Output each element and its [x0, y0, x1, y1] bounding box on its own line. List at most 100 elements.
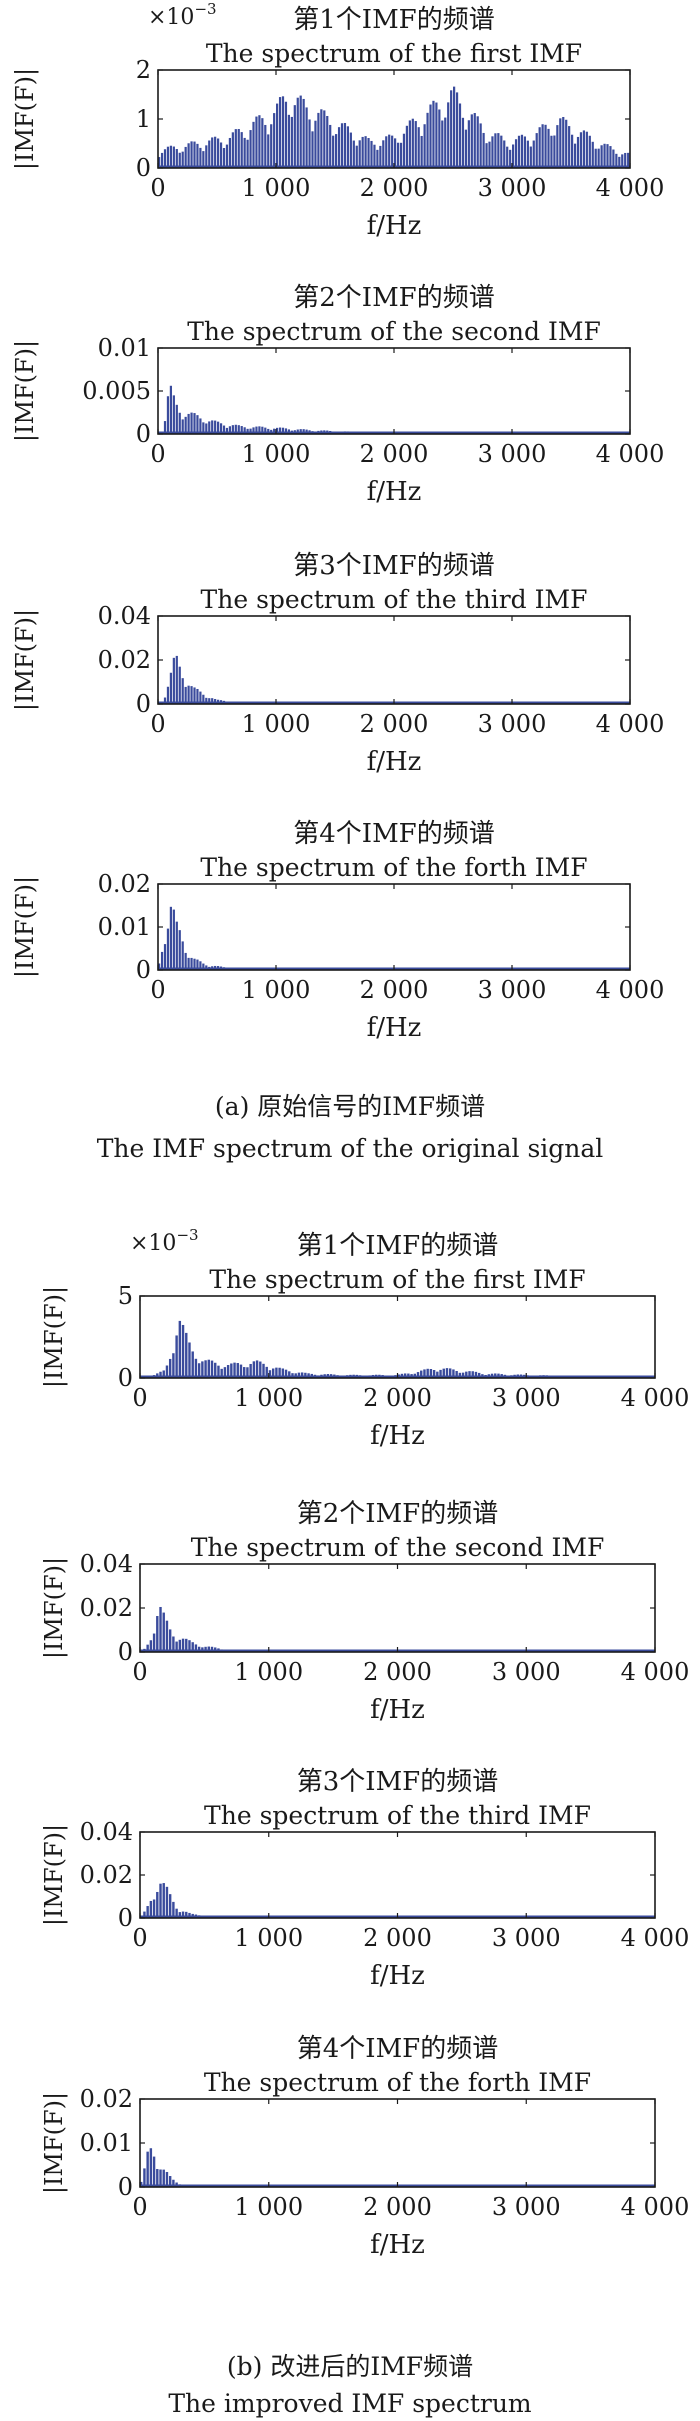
- spectrum-bar: [234, 424, 237, 434]
- spectrum-bar: [458, 103, 462, 168]
- spectrum-bar: [304, 1372, 307, 1378]
- spectrum-bar: [184, 146, 187, 168]
- spectrum-bar: [204, 1646, 207, 1652]
- spectrum-bar: [352, 140, 355, 168]
- spectrum-bar: [196, 688, 199, 704]
- spectrum-bar: [228, 426, 232, 434]
- y-tick-label: 0.005: [82, 377, 151, 405]
- spectrum-bar: [582, 130, 586, 168]
- spectrum-bar: [364, 136, 367, 168]
- chart-title: 第2个IMF的频谱: [297, 1499, 498, 1529]
- spectrum-bar: [162, 1370, 165, 1378]
- spectrum-bar: [349, 132, 352, 168]
- spectrum-bar: [399, 142, 403, 168]
- spectrum-bar: [191, 1642, 194, 1652]
- spectrum-bar: [158, 963, 161, 970]
- spectrum-bar: [231, 132, 234, 168]
- spectrum-bar: [228, 137, 232, 168]
- spectrum-bar: [278, 97, 282, 168]
- chart-title: 第3个IMF的频谱: [293, 551, 494, 581]
- x-axis-label: f/Hz: [367, 477, 422, 507]
- spectrum-bar: [172, 2179, 175, 2187]
- spectrum-bar: [408, 120, 411, 168]
- spectrum-bar: [166, 396, 170, 434]
- spectrum-bar: [423, 1369, 426, 1378]
- y-tick-label: 0.04: [80, 1550, 133, 1578]
- spectrum-bar: [226, 1365, 230, 1378]
- spectrum-bar: [337, 127, 341, 168]
- x-axis-label: f/Hz: [370, 1421, 425, 1451]
- spectrum-bar: [185, 1332, 188, 1378]
- spectrum-bar: [201, 1361, 204, 1378]
- spectrum-bar: [618, 156, 621, 168]
- spectrum-bar: [175, 1908, 178, 1918]
- spectrum-bar: [385, 136, 388, 168]
- x-tick-label: 3 000: [478, 174, 547, 202]
- spectrum-bar: [225, 144, 229, 168]
- spectrum-bar: [261, 118, 264, 168]
- spectrum-bar: [194, 1358, 198, 1378]
- spectrum-bar: [544, 124, 547, 168]
- x-tick-label: 4 000: [596, 440, 665, 468]
- spectrum-bar: [188, 1912, 191, 1918]
- x-tick-label: 1 000: [234, 2193, 303, 2221]
- plot-frame: [139, 2098, 656, 2188]
- spectrum-bar: [264, 427, 267, 434]
- spectrum-bar: [165, 1620, 169, 1652]
- y-tick-label: 0: [118, 1364, 133, 1392]
- spectrum-bar: [190, 412, 193, 434]
- spectrum-bar: [523, 136, 527, 168]
- spectrum-bar: [222, 425, 226, 434]
- spectrum-bar: [281, 427, 285, 434]
- y-multiplier: ×10−3: [148, 0, 217, 30]
- x-tick-label: 0: [150, 976, 165, 1004]
- spectrum-bar: [205, 145, 208, 168]
- chart-panel-3: 第3个IMF的频谱 The spectrum of the third IMF 0 1…: [11, 551, 664, 777]
- spectrum-bar: [172, 395, 175, 434]
- spectrum-bar: [194, 1644, 198, 1652]
- spectrum-bar: [423, 124, 426, 168]
- spectrum-bar: [261, 426, 264, 434]
- spectrum-bar: [249, 1363, 252, 1378]
- spectrum-bar: [252, 1361, 256, 1378]
- chart-subtitle: The spectrum of the first IMF: [206, 39, 582, 68]
- spectrum-bar: [146, 1906, 149, 1918]
- spectrum-bar: [166, 146, 170, 168]
- spectrum-bar: [246, 1367, 249, 1378]
- y-tick-label: 0.02: [80, 1861, 133, 1889]
- spectrum-bar: [156, 2169, 159, 2187]
- spectrum-bar: [571, 134, 574, 168]
- spectrum-bar: [202, 694, 205, 704]
- spectrum-bar: [243, 1367, 246, 1378]
- spectrum-bar: [284, 428, 288, 434]
- spectrum-bar: [512, 144, 515, 168]
- spectrum-bar: [181, 151, 184, 168]
- y-axis-label: |IMF(F)|: [40, 2092, 69, 2194]
- spectrum-bar: [172, 657, 175, 704]
- spectrum-bar: [252, 427, 255, 434]
- spectrum-bar: [205, 697, 208, 704]
- spectrum-bar: [317, 112, 320, 168]
- spectrum-bar: [591, 141, 594, 168]
- spectrum-bar: [449, 1368, 452, 1378]
- y-multiplier-exponent: −3: [176, 1226, 198, 1244]
- chart-subtitle: The spectrum of the second IMF: [187, 317, 601, 346]
- spectrum-bar: [175, 1335, 178, 1378]
- x-tick-label: 3 000: [478, 440, 547, 468]
- x-axis-label: f/Hz: [370, 2230, 425, 2260]
- spectrum-bar: [162, 1883, 165, 1918]
- caption-b-chinese: (b) 改进后的IMF频谱: [227, 2352, 473, 2381]
- spectrum-bar: [467, 120, 470, 168]
- spectrum-bar: [287, 114, 291, 168]
- x-tick-label: 4 000: [621, 2193, 690, 2221]
- spectrum-bar: [332, 135, 335, 168]
- spectrum-bar: [308, 119, 311, 168]
- y-multiplier: ×10−3: [130, 1226, 199, 1256]
- x-tick-label: 3 000: [492, 2193, 561, 2221]
- spectrum-bar: [323, 110, 326, 168]
- spectrum-bar: [565, 119, 568, 168]
- spectrum-bar: [149, 1900, 153, 1918]
- spectrum-bar: [149, 2148, 153, 2187]
- spectrum-bar: [343, 122, 347, 168]
